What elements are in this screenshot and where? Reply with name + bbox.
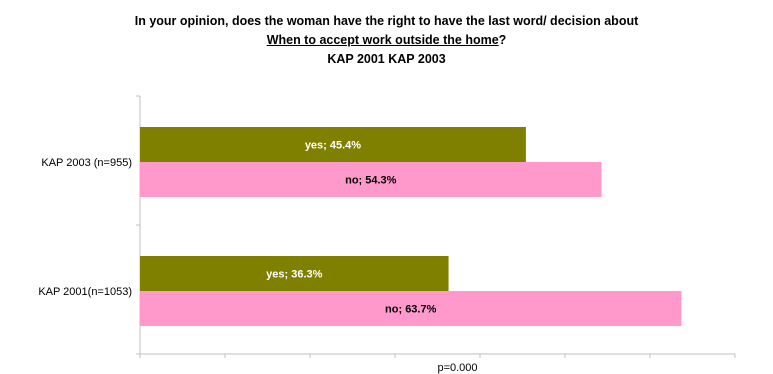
no-bar xyxy=(140,162,602,197)
no-data-label: no; 54.3% xyxy=(345,175,397,187)
chart-title-underlined-text: When to accept work outside the home xyxy=(266,33,499,47)
chart-title-question-mark: ? xyxy=(498,33,507,47)
yes-data-label: yes; 45.4% xyxy=(305,140,361,152)
category-label: KAP 2001(n=1053) xyxy=(38,286,132,298)
no-data-label: no; 63.7% xyxy=(385,304,437,316)
yes-bar xyxy=(140,256,449,291)
category-label: KAP 2003 (n=955) xyxy=(41,157,132,169)
yes-data-label: yes; 36.3% xyxy=(266,269,322,281)
chart-title-line-1: In your opinion, does the woman have the… xyxy=(134,14,639,28)
chart-title-line-2: When to accept work outside the home? xyxy=(0,33,773,47)
x-axis-label: p=0.000 xyxy=(437,362,477,374)
yes-bar xyxy=(140,127,526,162)
chart-title-line-3: KAP 2001 KAP 2003 xyxy=(327,52,446,66)
no-bar xyxy=(140,291,682,326)
